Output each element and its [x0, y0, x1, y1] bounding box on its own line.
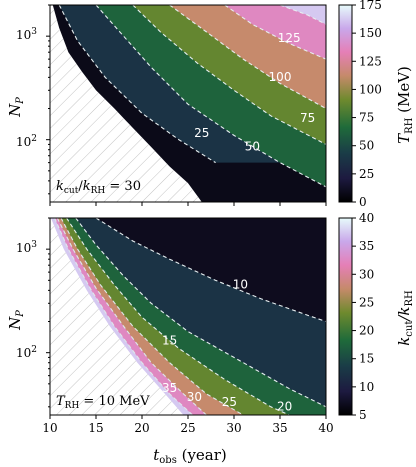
x-axis-label: tobs (year): [153, 446, 227, 466]
bottom-contour-label: 10: [233, 278, 248, 292]
bottom-colorbar-label: kcut/kRH: [395, 290, 415, 346]
bottom-colorbar: [338, 217, 353, 416]
bottom-y-ticks: [46, 217, 50, 408]
bottom-colorbar-tick-label: 15: [359, 352, 374, 366]
top-contour-label: 50: [245, 139, 260, 153]
top-colorbar-label: TRH (MeV): [395, 66, 415, 144]
bottom-contour-label: 25: [222, 395, 237, 409]
bottom-y-tick-label-1000: 103: [16, 240, 37, 255]
top-x-ticks: [49, 202, 327, 206]
bottom-contour-label: 20: [277, 399, 292, 413]
top-colorbar-tick-label: 0: [359, 195, 367, 209]
top-colorbar-tick-label: 50: [359, 139, 374, 153]
bottom-y-tick-label-100: 102: [16, 345, 37, 360]
bottom-contour-line: [56, 218, 207, 415]
bottom-x-tick-label: 25: [180, 421, 195, 435]
bottom-x-tick-label: 20: [134, 421, 149, 435]
top-colorbar-tick-label: 150: [359, 26, 382, 40]
bottom-colorbar-tick-label: 10: [359, 380, 374, 394]
bottom-x-tick-label: 15: [88, 421, 103, 435]
top-y-ticks: [46, 4, 50, 195]
top-contour-line: [279, 5, 326, 25]
top-annotation: kcut/kRH = 30: [56, 179, 141, 196]
top-colorbar-ticks: 0 25 50 75 100 125 150 175: [352, 0, 382, 209]
bottom-contour-label: 30: [187, 390, 202, 404]
bottom-panel: 10 15 20 25 30 35 10 15 20 25 30 35 40 102 103 TRH …: [16, 211, 415, 435]
top-contour-label: 25: [194, 126, 209, 140]
top-heatmap-band: [224, 5, 326, 60]
top-contour-line: [95, 5, 326, 188]
top-colorbar: [338, 4, 353, 203]
bottom-x-ticks: 10 15 20 25 30 35 40: [42, 415, 334, 435]
top-contour-line: [58, 5, 216, 164]
top-contour-label: 100: [269, 70, 292, 84]
bottom-contour-line: [95, 218, 326, 323]
bottom-excluded-hatch: [50, 218, 184, 415]
bottom-contour-line: [54, 218, 193, 415]
bottom-colorbar-tick-label: 25: [359, 295, 374, 309]
bottom-colorbar-tick-label: 20: [359, 324, 374, 338]
bottom-colorbar-tick-label: 5: [359, 408, 367, 422]
bottom-contour-label: 35: [162, 381, 177, 395]
top-y-tick-label-100: 102: [16, 134, 37, 149]
bottom-x-tick-label: 40: [318, 421, 333, 435]
top-colorbar-tick-label: 25: [359, 167, 374, 181]
bottom-colorbar-tick-label: 35: [359, 239, 374, 253]
top-y-axis-label: NP: [6, 97, 26, 118]
bottom-colorbar-tick-label: 30: [359, 267, 374, 281]
bottom-contour-line: [66, 218, 290, 415]
bottom-contour-line: [75, 218, 326, 408]
top-colorbar-tick-label: 75: [359, 111, 374, 125]
bottom-y-axis-label: NP: [6, 310, 26, 331]
bottom-colorbar-ticks: 5 10 15 20 25 30 35 40: [352, 211, 374, 422]
top-y-tick-label-1000: 103: [16, 27, 37, 42]
top-colorbar-tick-label: 125: [359, 54, 382, 68]
top-contour-label: 75: [300, 111, 315, 125]
bottom-contour-label: 15: [162, 333, 177, 347]
bottom-x-tick-label: 10: [42, 421, 57, 435]
top-contour-line: [169, 5, 326, 109]
bottom-annotation: TRH = 10 MeV: [56, 394, 150, 411]
top-heatmap: 125 100 75 50 25: [50, 5, 326, 202]
top-heatmap-band: [280, 5, 326, 25]
top-colorbar-tick-label: 100: [359, 82, 382, 96]
top-contour-label: 125: [278, 31, 301, 45]
bottom-colorbar-tick-label: 40: [359, 211, 374, 225]
top-excluded-hatch: [50, 5, 202, 202]
top-contour-line: [224, 5, 326, 60]
bottom-heatmap: 10 15 20 25 30 35: [50, 218, 326, 415]
bottom-x-tick-label: 35: [272, 421, 287, 435]
top-colorbar-tick-label: 175: [359, 0, 382, 12]
top-panel: 125 100 75 50 25 102 103 kcut/kRH = 30 0 25 50…: [16, 0, 415, 209]
bottom-x-tick-label: 30: [226, 421, 241, 435]
bottom-contour-line: [60, 218, 244, 415]
